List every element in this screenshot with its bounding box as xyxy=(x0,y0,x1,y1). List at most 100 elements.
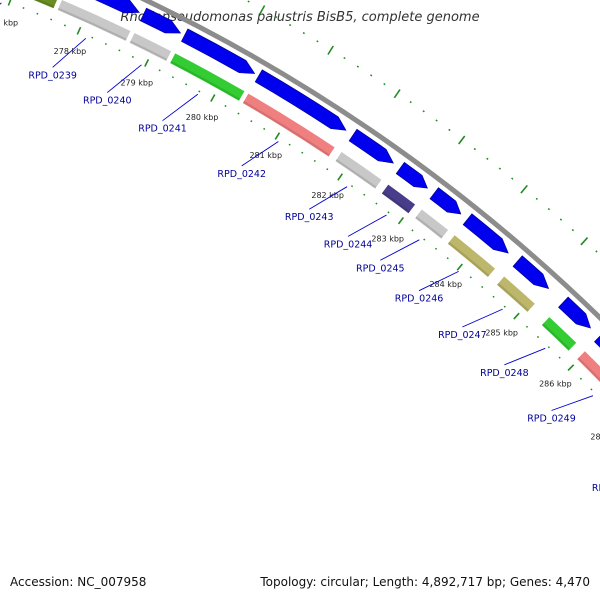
outer-tick xyxy=(511,177,514,180)
inner-tick xyxy=(481,285,484,289)
cds-arrow xyxy=(462,213,509,254)
feature-block xyxy=(447,235,495,277)
inner-tick xyxy=(590,388,593,391)
cds-arrow xyxy=(348,128,394,164)
topology-summary: Topology: circular; Length: 4,892,717 bp… xyxy=(260,575,590,589)
inner-tick xyxy=(118,49,121,52)
outer-tick xyxy=(580,236,589,246)
inner-tick xyxy=(350,185,354,188)
inner-tick xyxy=(274,132,281,140)
cds-arrow xyxy=(395,161,428,189)
kbp-label: 278 kbp xyxy=(54,47,87,56)
outer-tick xyxy=(288,23,292,27)
outer-tick xyxy=(435,119,438,122)
inner-tick xyxy=(411,229,414,232)
inner-tick xyxy=(469,276,472,279)
inner-tick xyxy=(567,364,575,372)
feature-track xyxy=(33,0,600,383)
outer-tick xyxy=(486,157,489,160)
feature-block xyxy=(129,32,172,62)
inner-tick xyxy=(492,295,495,298)
inner-tick xyxy=(547,346,550,349)
outer-tick xyxy=(422,110,425,113)
gene-label: RPD_0249 xyxy=(527,414,576,425)
gene-leader-line xyxy=(308,186,348,210)
feature-shade xyxy=(415,216,443,239)
cds-arrow xyxy=(429,187,462,215)
feature-block xyxy=(496,276,535,312)
inner-tick xyxy=(158,69,161,72)
cds-arrow xyxy=(139,7,182,34)
outer-tick xyxy=(535,197,538,201)
feature-block xyxy=(577,351,600,383)
outer-tick xyxy=(343,56,346,60)
gene-leader-line xyxy=(52,37,87,68)
gene-label: RPD_0243 xyxy=(285,212,334,223)
feature-shade xyxy=(335,159,377,189)
kbp-label: 283 kbp xyxy=(371,234,404,243)
inner-tick xyxy=(337,173,344,181)
inner-tick xyxy=(185,83,188,86)
inner-tick xyxy=(513,312,520,320)
feature-block xyxy=(415,209,449,239)
outer-tick xyxy=(595,250,598,253)
feature-shade xyxy=(129,40,168,61)
feature-block xyxy=(242,93,335,157)
outer-tick xyxy=(302,31,305,35)
kbp-label: 286 kbp xyxy=(539,379,572,388)
outer-tick xyxy=(571,228,575,232)
gene-label: RPD_0250 xyxy=(592,483,600,494)
kbp-label: 279 kbp xyxy=(120,79,153,88)
feature-block xyxy=(335,152,382,189)
outer-tick-ring xyxy=(247,0,598,253)
outer-tick xyxy=(275,15,278,19)
inner-tick xyxy=(250,120,253,123)
outer-tick xyxy=(259,5,266,15)
gene-label: RPD_0248 xyxy=(480,368,529,379)
outer-tick xyxy=(247,0,250,3)
inner-tick xyxy=(558,356,561,359)
inner-tick xyxy=(313,159,316,162)
feature-block xyxy=(541,317,577,351)
accession-text: Accession: NC_007958 xyxy=(10,575,147,589)
feature-block xyxy=(381,184,416,214)
gene-label: RPD_0239 xyxy=(28,70,77,81)
gene-label: RPD_0247 xyxy=(438,330,487,341)
kbp-label-ring: 277 kbp 278 kbp 279 kbp 280 kbp 281 kbp 282 k… xyxy=(0,18,600,441)
kbp-label: 280 kbp xyxy=(186,113,219,122)
feature-shade xyxy=(497,282,530,312)
cds-arrow xyxy=(181,28,256,74)
outer-tick xyxy=(520,184,528,194)
inner-tick xyxy=(104,42,107,45)
gene-label: RPD_0242 xyxy=(217,169,266,180)
gene-leader-line xyxy=(380,239,420,261)
cds-arrow xyxy=(593,335,600,348)
inner-tick xyxy=(434,247,438,250)
inner-tick xyxy=(36,12,39,15)
feature-shade xyxy=(57,7,127,41)
gene-label-layer: IntRPD_0239RPD_0240RPD_0241RPD_0242RPD_0… xyxy=(0,2,600,494)
kbp-label: 277 kbp xyxy=(0,18,18,27)
outer-tick xyxy=(356,65,360,68)
map-title: Rhodopseudomonas palustris BisB5, comple… xyxy=(120,10,480,25)
inner-tick xyxy=(210,94,216,102)
feature-shade xyxy=(577,357,600,382)
inner-tick xyxy=(423,238,426,241)
inner-tick xyxy=(525,325,529,328)
cds-arrow xyxy=(558,296,592,329)
cds-arrow-track xyxy=(95,0,600,348)
gene-leader-line xyxy=(418,270,459,292)
outer-tick xyxy=(547,208,551,211)
outer-tick xyxy=(498,167,502,170)
gene-leader-line xyxy=(551,395,594,411)
cds-arrow xyxy=(512,255,550,290)
inner-tick xyxy=(446,257,449,260)
kbp-label: 287 kbp xyxy=(590,432,600,441)
inner-tick xyxy=(326,168,329,171)
inner-tick xyxy=(7,0,12,6)
feature-shade xyxy=(448,241,490,277)
